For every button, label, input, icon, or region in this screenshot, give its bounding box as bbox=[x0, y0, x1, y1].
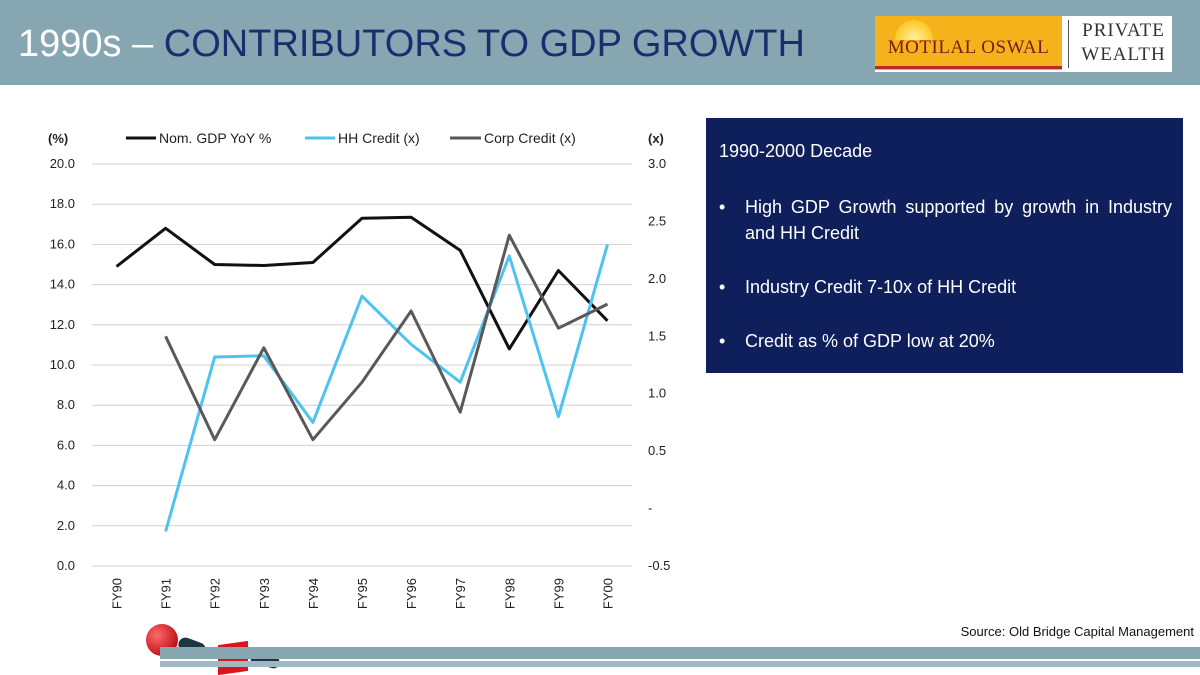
left-tick-label: 10.0 bbox=[50, 357, 75, 372]
x-tick-label: FY96 bbox=[404, 578, 419, 609]
sun-icon bbox=[895, 20, 933, 40]
logo-divider bbox=[1068, 20, 1069, 68]
panel-bullet-item: • High GDP Growth supported by growth in … bbox=[719, 194, 1172, 246]
x-tick-label: FY00 bbox=[600, 578, 615, 609]
panel-bullet-list: • High GDP Growth supported by growth in … bbox=[719, 194, 1172, 382]
x-axis-ticks: FY90 FY91 FY92 FY93 FY94 FY95 FY96 FY97 FY98 FY99… bbox=[110, 578, 616, 609]
footer-band-lower bbox=[160, 661, 1200, 667]
right-tick-label: 2.0 bbox=[648, 271, 666, 286]
left-tick-label: 4.0 bbox=[57, 478, 75, 493]
x-tick-label: FY99 bbox=[551, 578, 566, 609]
series-line-0 bbox=[115, 215, 609, 351]
left-tick-label: 12.0 bbox=[50, 317, 75, 332]
legend-label-hh-credit: HH Credit (x) bbox=[338, 130, 420, 146]
page-title-main: CONTRIBUTORS TO GDP GROWTH bbox=[163, 23, 805, 65]
right-tick-label: 0.5 bbox=[648, 443, 666, 458]
panel-bullet-item: • Industry Credit 7-10x of HH Credit bbox=[719, 274, 1172, 300]
bullet-icon: • bbox=[719, 331, 726, 351]
footer-band bbox=[160, 647, 1200, 659]
panel-bullet-text: High GDP Growth supported by growth in I… bbox=[745, 197, 1172, 243]
left-tick-label: 8.0 bbox=[57, 397, 75, 412]
x-tick-label: FY95 bbox=[355, 578, 370, 609]
left-tick-label: 20.0 bbox=[50, 156, 75, 171]
logo-subtitle-line1: PRIVATE bbox=[1082, 20, 1165, 41]
x-tick-label: FY94 bbox=[306, 578, 321, 609]
x-tick-label: FY97 bbox=[453, 578, 468, 609]
chart-gridlines bbox=[92, 163, 632, 567]
right-tick-label: 3.0 bbox=[648, 156, 666, 171]
page-title-prefix: 1990s – bbox=[18, 23, 154, 65]
bullet-icon: • bbox=[719, 197, 726, 217]
left-tick-label: 0.0 bbox=[57, 558, 75, 573]
summary-panel: 1990-2000 Decade • High GDP Growth suppor… bbox=[706, 118, 1183, 373]
source-note: Source: Old Bridge Capital Management bbox=[960, 624, 1194, 639]
panel-bullet-text: Industry Credit 7-10x of HH Credit bbox=[745, 277, 1017, 297]
panel-bullet-text: Credit as % of GDP low at 20% bbox=[745, 331, 995, 351]
page-title: 1990s – CONTRIBUTORS TO GDP GROWTH bbox=[18, 22, 805, 66]
right-axis-ticks: -0.5-0.51.01.52.02.53.0 bbox=[648, 156, 670, 573]
right-tick-label: 1.5 bbox=[648, 328, 666, 343]
logo-subtitle: PRIVATE WEALTH bbox=[1075, 19, 1172, 67]
legend-label-gdp: Nom. GDP YoY % bbox=[159, 130, 271, 146]
left-tick-label: 16.0 bbox=[50, 236, 75, 251]
right-tick-label: 1.0 bbox=[648, 386, 666, 401]
left-tick-label: 14.0 bbox=[50, 277, 75, 292]
chart-legend: Nom. GDP YoY % HH Credit (x) Corp Credit… bbox=[126, 130, 576, 146]
x-tick-label: FY98 bbox=[502, 578, 517, 609]
legend-label-corp-credit: Corp Credit (x) bbox=[484, 130, 576, 146]
x-tick-label: FY90 bbox=[110, 578, 125, 609]
right-tick-label: -0.5 bbox=[648, 558, 670, 573]
gdp-credit-chart: 0.02.04.06.08.010.012.014.016.018.020.0 … bbox=[48, 130, 670, 609]
x-tick-label: FY93 bbox=[257, 578, 272, 609]
left-tick-label: 6.0 bbox=[57, 437, 75, 452]
series-line-2 bbox=[164, 233, 609, 442]
left-tick-label: 2.0 bbox=[57, 518, 75, 533]
logo-underline bbox=[875, 66, 1062, 69]
header-bar: 1990s – CONTRIBUTORS TO GDP GROWTH MOTIL… bbox=[0, 0, 1200, 85]
left-tick-label: 18.0 bbox=[50, 196, 75, 211]
series-line-1 bbox=[164, 243, 609, 532]
right-tick-label: - bbox=[648, 501, 652, 516]
bullet-icon: • bbox=[719, 277, 726, 297]
brand-logo: MOTILAL OSWAL PRIVATE WEALTH bbox=[875, 16, 1172, 72]
right-axis-label: (x) bbox=[648, 131, 664, 146]
x-tick-label: FY91 bbox=[159, 578, 174, 609]
x-tick-label: FY92 bbox=[208, 578, 223, 609]
panel-title: 1990-2000 Decade bbox=[719, 141, 873, 161]
chart-series bbox=[115, 215, 609, 532]
panel-bullet-item: • Credit as % of GDP low at 20% bbox=[719, 328, 1172, 354]
right-tick-label: 2.5 bbox=[648, 213, 666, 228]
left-axis-ticks: 0.0 2.0 4.0 6.0 8.0 10.0 12.0 14.0 16.0 18.0 20.0 bbox=[50, 156, 75, 573]
logo-badge: MOTILAL OSWAL bbox=[875, 16, 1062, 70]
left-axis-label: (%) bbox=[48, 131, 68, 146]
logo-brand-name: MOTILAL OSWAL bbox=[887, 37, 1050, 58]
logo-subtitle-line2: WEALTH bbox=[1081, 44, 1166, 65]
